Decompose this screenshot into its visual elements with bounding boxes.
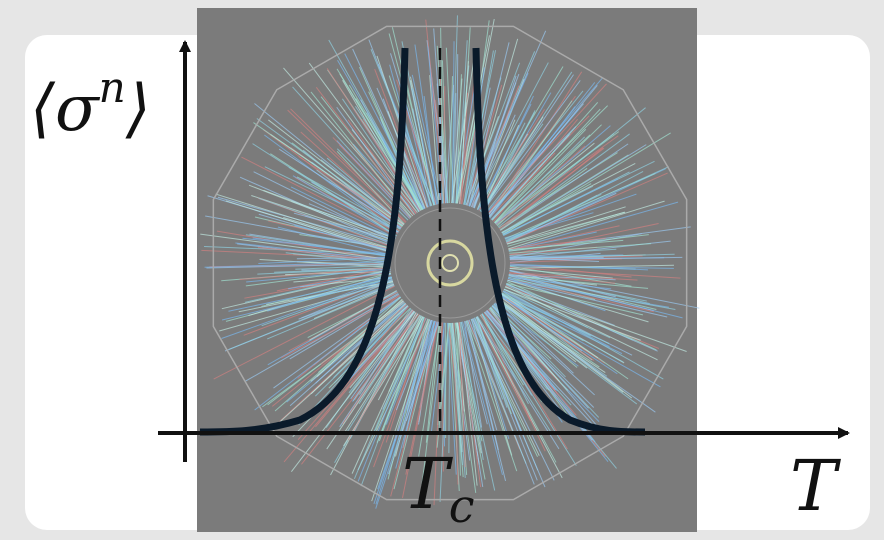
figure: ⟨σn⟩ T Tc	[0, 0, 884, 540]
x-axis-label: T	[790, 445, 841, 527]
track	[444, 323, 445, 447]
y-axis-label: ⟨σn⟩	[30, 63, 151, 146]
page: ⟨σn⟩ T Tc (() => { const data = JSON.par…	[0, 0, 884, 540]
